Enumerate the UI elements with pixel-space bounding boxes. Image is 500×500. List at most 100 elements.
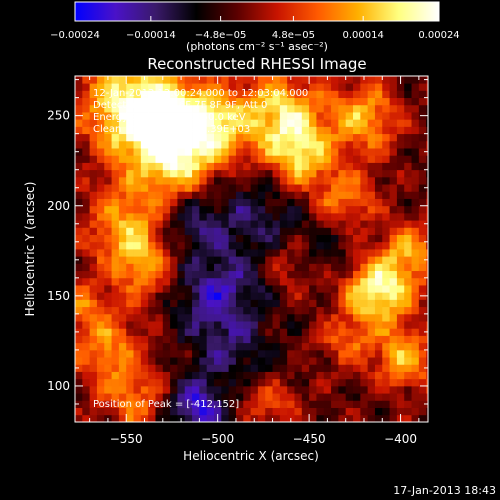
heatmap-cell	[389, 205, 398, 214]
heatmap-cell	[177, 277, 186, 286]
heatmap-cell	[170, 321, 178, 329]
heatmap-cell	[192, 277, 200, 286]
heatmap-cell	[118, 97, 127, 106]
heatmap-cell	[338, 227, 347, 235]
heatmap-cell	[140, 407, 149, 416]
heatmap-cell	[140, 371, 149, 380]
heatmap-cell	[89, 155, 98, 163]
heatmap-cell	[367, 400, 376, 408]
heatmap-cell	[214, 133, 222, 142]
heatmap-cell	[228, 155, 237, 163]
heatmap-cell	[345, 378, 354, 387]
heatmap-cell	[294, 241, 303, 250]
heatmap-cell	[82, 191, 91, 199]
heatmap-cell	[140, 184, 149, 192]
heatmap-cell	[331, 378, 339, 387]
heatmap-cell	[111, 349, 120, 358]
heatmap-cell	[353, 169, 361, 178]
heatmap-cell	[177, 162, 186, 171]
heatmap-cell	[272, 414, 281, 422]
heatmap-cell	[279, 76, 288, 84]
heatmap-cell	[192, 349, 200, 358]
heatmap-cell	[214, 313, 222, 322]
heatmap-cell	[170, 83, 178, 91]
heatmap-cell	[418, 263, 427, 272]
heatmap-cell	[418, 155, 427, 163]
heatmap-cell	[170, 400, 178, 408]
heatmap-cell	[301, 212, 310, 221]
heatmap-cell	[338, 104, 347, 113]
heatmap-cell	[389, 313, 398, 322]
heatmap-cell	[331, 184, 339, 192]
heatmap-cell	[418, 270, 427, 279]
heatmap-cell	[177, 212, 186, 221]
heatmap-cell	[301, 191, 310, 199]
heatmap-cell	[82, 133, 91, 142]
heatmap-cell	[353, 104, 361, 113]
heatmap-cell	[192, 148, 200, 156]
heatmap-cell	[316, 198, 325, 207]
heatmap-cell	[345, 90, 354, 99]
heatmap-cell	[96, 349, 105, 358]
heatmap-cell	[221, 148, 230, 156]
heatmap-cell	[301, 321, 310, 329]
heatmap-cell	[118, 393, 127, 401]
heatmap-cell	[345, 299, 354, 308]
heatmap-cell	[287, 220, 295, 228]
heatmap-cell	[243, 104, 251, 113]
heatmap-cell	[338, 241, 347, 250]
heatmap-cell	[294, 299, 303, 308]
heatmap-cell	[250, 184, 259, 192]
heatmap-cell	[75, 249, 83, 257]
heatmap-cell	[250, 364, 259, 372]
heatmap-cell	[426, 140, 428, 149]
heatmap-cell	[199, 378, 208, 387]
heatmap-cell	[367, 393, 376, 401]
heatmap-cell	[301, 148, 310, 156]
heatmap-cell	[374, 364, 383, 372]
heatmap-cell	[301, 335, 310, 344]
heatmap-cell	[155, 119, 164, 127]
heatmap-cell	[367, 371, 376, 380]
heatmap-cell	[404, 357, 412, 365]
heatmap-cell	[177, 83, 186, 91]
heatmap-cell	[155, 169, 164, 178]
heatmap-cell	[184, 335, 193, 344]
heatmap-cell	[265, 292, 273, 300]
heatmap-cell	[294, 400, 303, 408]
heatmap-cell	[89, 76, 98, 84]
heatmap-cell	[272, 148, 281, 156]
heatmap-cell	[155, 292, 164, 300]
heatmap-cell	[75, 241, 83, 250]
heatmap-cell	[104, 407, 112, 416]
heatmap-cell	[140, 321, 149, 329]
heatmap-cell	[162, 104, 171, 113]
heatmap-cell	[104, 227, 112, 235]
heatmap-cell	[126, 212, 134, 221]
heatmap-cell	[345, 140, 354, 149]
heatmap-cell	[265, 220, 273, 228]
heatmap-cell	[96, 292, 105, 300]
heatmap-cell	[265, 119, 273, 127]
heatmap-cell	[426, 357, 428, 365]
heatmap-cell	[382, 133, 390, 142]
heatmap-cell	[140, 140, 149, 149]
heatmap-cell	[104, 241, 112, 250]
heatmap-cell	[411, 349, 420, 358]
heatmap-cell	[294, 140, 303, 149]
heatmap-cell	[374, 400, 383, 408]
heatmap-cell	[272, 357, 281, 365]
heatmap-cell	[426, 198, 428, 207]
heatmap-cell	[75, 371, 83, 380]
heatmap-cell	[118, 328, 127, 336]
heatmap-cell	[89, 277, 98, 286]
heatmap-cell	[170, 155, 178, 163]
heatmap-cell	[257, 162, 266, 171]
heatmap-cell	[111, 364, 120, 372]
heatmap-cell	[89, 133, 98, 142]
heatmap-cell	[184, 249, 193, 257]
heatmap-cell	[243, 155, 251, 163]
heatmap-cell	[382, 148, 390, 156]
heatmap-cell	[367, 241, 376, 250]
heatmap-cell	[148, 349, 156, 358]
